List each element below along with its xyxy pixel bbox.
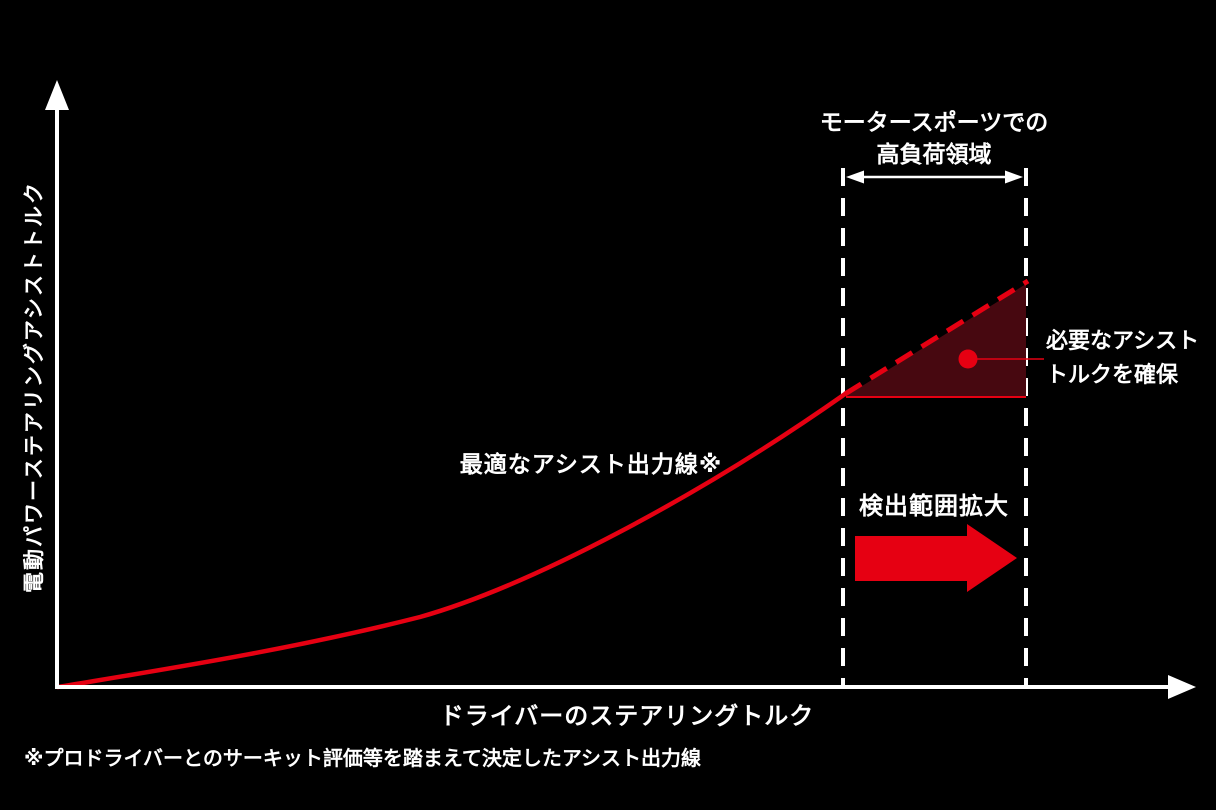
high-load-range-arrow-left-head-icon (846, 170, 864, 184)
footnote-text: ※プロドライバーとのサーキット評価等を踏まえて決定したアシスト出力線 (24, 748, 702, 770)
high-load-region-label-line1: モータースポーツでの (819, 109, 1049, 135)
detection-range-expand-arrow-icon (855, 524, 1017, 592)
x-axis-label: ドライバーのステアリングトルク (439, 703, 815, 730)
high-load-region-label-line2: 高負荷領域 (876, 141, 992, 168)
assist-output-curve (55, 391, 848, 690)
detection-range-expand-label: 検出範囲拡大 (859, 493, 1009, 520)
required-assist-torque-label-line1: 必要なアシスト (1046, 328, 1200, 353)
required-assist-torque-label: 必要なアシスト トルクを確保 (1046, 324, 1199, 392)
assist-output-curve-extension-dashed (843, 278, 1030, 397)
required-assist-torque-label-line2: トルクを確保 (1046, 362, 1179, 388)
annotation-dot-icon (958, 349, 978, 369)
y-axis-label: 電動パワーステアリングアシストトルク (23, 180, 46, 594)
y-axis-arrowhead-icon (45, 80, 69, 110)
x-axis-arrowhead-icon (1168, 675, 1196, 699)
assist-output-curve-label: 最適なアシスト出力線※ (459, 451, 723, 477)
high-load-range-arrow-right-head-icon (1005, 170, 1023, 184)
high-load-region-label: モータースポーツでの 高負荷領域 (820, 106, 1048, 170)
